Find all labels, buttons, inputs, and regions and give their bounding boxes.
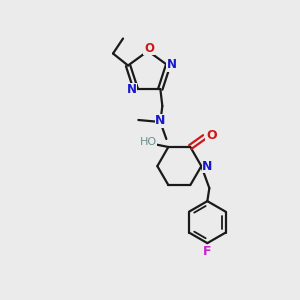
Text: N: N <box>127 83 137 97</box>
Text: N: N <box>167 58 177 71</box>
Text: N: N <box>202 160 212 172</box>
Text: O: O <box>206 130 217 142</box>
Text: F: F <box>203 244 212 258</box>
Text: O: O <box>144 41 154 55</box>
Text: N: N <box>155 115 166 128</box>
Text: HO: HO <box>140 137 157 147</box>
